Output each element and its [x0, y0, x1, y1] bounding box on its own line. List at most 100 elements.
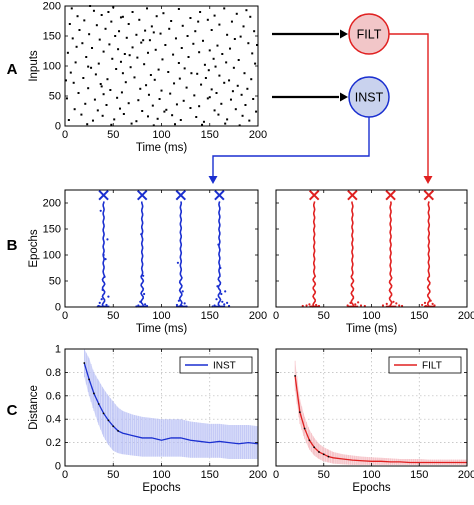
- x-tick-label: 100: [152, 310, 170, 322]
- x-tick-label: 100: [362, 310, 380, 322]
- input-spike-dot: [154, 48, 157, 51]
- input-spike-dot: [137, 99, 140, 102]
- filt-output-raster-chart: 0 50 100 150 200 Time (ms): [273, 189, 474, 335]
- input-spike-dot: [119, 107, 122, 110]
- input-spike-dot: [248, 119, 251, 122]
- input-spike-dot: [207, 69, 210, 72]
- input-spike-dot: [69, 71, 72, 74]
- input-spike-dot: [152, 31, 155, 34]
- input-spike-dot: [160, 89, 163, 92]
- input-spike-dot: [214, 65, 217, 68]
- input-spike-dot: [237, 59, 240, 61]
- input-spike-dot: [110, 20, 113, 23]
- input-spike-dot: [128, 54, 131, 57]
- input-spike-dot: [77, 92, 80, 94]
- spike-dot: [215, 298, 218, 301]
- x-axis-label: Time (ms): [346, 323, 397, 335]
- input-spike-dot: [182, 99, 185, 102]
- spike-dot: [143, 303, 147, 306]
- input-spike-dot: [116, 96, 119, 99]
- arrow-to-filt-head: [340, 29, 348, 39]
- spike-dot: [106, 238, 109, 241]
- y-axis-label: Epochs: [28, 229, 40, 268]
- input-spike-dot: [220, 102, 223, 105]
- spike-dot: [359, 304, 363, 307]
- x-tick-label: 100: [152, 469, 170, 481]
- spike-dot: [349, 301, 352, 304]
- spike-dot: [181, 290, 184, 293]
- y-tick-label: 0: [55, 121, 61, 133]
- input-spike-dot: [173, 82, 176, 85]
- input-spike-dot: [159, 32, 162, 35]
- input-spike-dot: [171, 114, 174, 117]
- x-tick-label: 200: [249, 469, 267, 481]
- x-axis-label: Time (ms): [136, 142, 187, 154]
- y-tick-label: 100: [43, 61, 61, 73]
- input-spike-dot: [213, 109, 216, 112]
- input-spike-dot: [186, 35, 189, 37]
- spike-dot: [139, 300, 142, 303]
- spike-dot: [177, 299, 180, 302]
- input-spike-dot: [114, 35, 117, 37]
- input-spike-dot: [164, 44, 167, 46]
- input-spike-dot: [165, 108, 168, 111]
- spike-dot: [431, 302, 434, 305]
- input-spike-dot: [210, 88, 213, 91]
- y-tick-label: 0.6: [46, 390, 61, 402]
- input-spike-dot: [229, 98, 232, 101]
- spike-train-line: [426, 201, 431, 307]
- target-x-marker: [308, 189, 320, 201]
- input-spike-dot: [149, 74, 152, 76]
- input-spike-dot: [135, 120, 138, 123]
- input-spike-dot: [195, 116, 198, 118]
- mean-dot: [318, 451, 320, 453]
- spike-dot: [107, 295, 110, 298]
- input-spike-dot: [185, 86, 188, 89]
- input-spike-dot: [91, 119, 94, 122]
- x-tick-label: 200: [249, 310, 267, 322]
- spike-dot: [98, 301, 101, 304]
- mean-dot: [313, 446, 316, 449]
- input-spike-dot: [150, 25, 153, 28]
- input-spike-dot: [146, 51, 149, 54]
- mean-dot: [327, 455, 330, 458]
- input-spike-dot: [66, 51, 69, 54]
- spike-dot: [101, 288, 104, 291]
- input-spike-dot: [223, 81, 226, 84]
- input-spike-dot: [202, 120, 205, 123]
- input-spike-dot: [125, 36, 128, 39]
- input-spike-dot: [73, 108, 76, 111]
- input-spike-dot: [70, 7, 73, 10]
- spike-dot: [423, 301, 427, 304]
- input-spike-dot: [100, 85, 103, 88]
- input-spike-dot: [104, 27, 107, 30]
- spike-dot: [105, 303, 108, 307]
- input-spike-dot: [200, 83, 203, 86]
- filt-node-circle: [348, 13, 390, 55]
- filt-node-label: FILT: [357, 28, 382, 42]
- x-tick-label: 200: [458, 469, 474, 481]
- input-spike-dot: [180, 47, 183, 49]
- spike-dot: [175, 303, 179, 307]
- y-tick-label: 1: [55, 344, 61, 356]
- input-spike-dot: [142, 39, 145, 42]
- input-spike-dot: [147, 93, 150, 96]
- input-spike-dot: [177, 8, 180, 10]
- y-tick-label: 0.4: [46, 414, 61, 426]
- input-spike-dot: [98, 38, 101, 41]
- spike-train-line: [350, 201, 355, 307]
- input-spike-dot: [151, 104, 154, 107]
- input-spike-dot: [174, 123, 177, 126]
- input-spike-dot: [65, 97, 68, 100]
- input-spike-dot: [163, 110, 166, 113]
- input-spike-dot: [64, 79, 67, 82]
- input-spike-dot: [105, 104, 108, 106]
- spike-dot: [219, 266, 222, 270]
- input-spike-dot: [123, 53, 126, 55]
- y-tick-label: 0.8: [46, 367, 61, 379]
- x-tick-label: 0: [273, 310, 279, 322]
- input-spike-dot: [189, 17, 192, 19]
- input-spike-dot: [174, 37, 177, 40]
- input-spike-dot: [138, 18, 141, 21]
